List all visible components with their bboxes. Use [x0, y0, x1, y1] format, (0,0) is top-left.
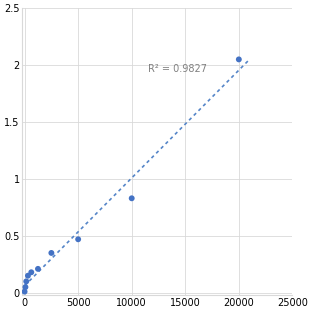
Point: [23, 285, 28, 290]
Point: [29, 270, 34, 275]
Point: [24, 279, 29, 284]
Point: [236, 57, 241, 62]
Point: [49, 251, 54, 256]
Point: [36, 266, 41, 271]
Point: [26, 273, 31, 278]
Point: [22, 289, 27, 294]
Text: R² = 0.9827: R² = 0.9827: [148, 64, 207, 74]
Point: [76, 237, 80, 242]
Point: [129, 196, 134, 201]
